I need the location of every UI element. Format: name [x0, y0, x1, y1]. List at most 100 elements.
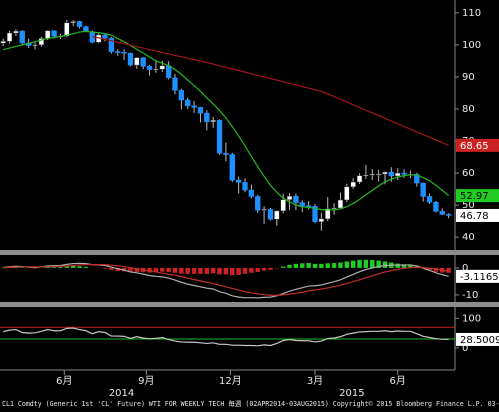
candle-body [293, 195, 299, 203]
panel-separator [0, 250, 499, 255]
candle-body [337, 199, 344, 209]
histogram-bar [210, 267, 216, 274]
candle-body [235, 179, 242, 183]
histogram-bar [280, 266, 286, 268]
indicator-line [3, 262, 449, 299]
indicator-line [3, 30, 450, 211]
histogram-bar [433, 267, 439, 272]
histogram-bar [255, 267, 260, 272]
histogram-bar [427, 267, 432, 271]
histogram-bar [325, 263, 330, 268]
candle-body [255, 196, 261, 211]
x-tick-label: 6月 [56, 375, 72, 387]
y-tick-label: -10 [462, 290, 478, 301]
histogram-bar [274, 267, 280, 269]
histogram-bar [128, 267, 133, 273]
candle-body [420, 182, 426, 197]
histogram-bar [223, 267, 229, 275]
candle-body [350, 181, 356, 188]
candle-body [331, 207, 337, 210]
candle-body [223, 152, 229, 155]
candle-body [318, 218, 325, 223]
histogram-bar [172, 267, 178, 273]
histogram-bar [58, 267, 63, 268]
candle-body [165, 65, 172, 79]
candle-body [197, 107, 204, 114]
histogram-bar [236, 267, 241, 275]
histogram-bar [350, 260, 356, 268]
histogram-bar [77, 266, 82, 268]
indicator-line [3, 327, 449, 347]
histogram-bar [51, 267, 57, 268]
candle-body [229, 154, 235, 181]
candle-body [344, 186, 350, 201]
candle-body [433, 201, 439, 212]
candle-body [204, 112, 210, 123]
candle-body [426, 196, 433, 203]
candle-body [261, 209, 267, 211]
histogram-bar [102, 267, 108, 269]
histogram-bar [357, 259, 362, 268]
histogram-bar [382, 261, 388, 268]
histogram-bar [401, 264, 407, 268]
histogram-bar [242, 267, 248, 274]
candle-body [274, 210, 280, 220]
candle-body [102, 34, 108, 39]
value-badge [456, 269, 499, 283]
candle-body [153, 68, 159, 71]
value-badge [456, 332, 499, 346]
candle-body [363, 174, 369, 177]
candle-body [178, 90, 185, 101]
candle-body [312, 206, 318, 223]
candle-body [140, 57, 146, 67]
histogram-bar [249, 267, 254, 273]
x-tick-label: 9月 [138, 375, 154, 387]
histogram-bar [338, 262, 343, 268]
x-tick-label: 6月 [390, 375, 406, 387]
candle-body [64, 22, 70, 37]
histogram-bar [134, 267, 140, 272]
candle-body [382, 171, 388, 175]
histogram-bar [198, 267, 203, 274]
footer: CL1 Comdty (Generic 1st 'CL' Future) WTI… [2, 399, 499, 408]
histogram-bar [160, 267, 165, 272]
histogram-bar [306, 263, 311, 268]
candle-body [146, 66, 153, 70]
candle-body [32, 44, 38, 47]
candle-body [242, 182, 248, 191]
value-badge-label: 28.5009 [460, 335, 499, 346]
value-badge-label: 52.97 [460, 191, 489, 202]
year-label: 2015 [339, 388, 364, 399]
candle-body [286, 195, 293, 200]
histogram-bar [261, 267, 267, 271]
histogram-bar [395, 263, 400, 268]
y-tick-label: 40 [462, 232, 475, 243]
y-tick-label: 100 [462, 313, 481, 324]
candle-body [325, 208, 331, 220]
histogram-bar [185, 267, 190, 274]
histogram-bar [287, 264, 292, 268]
histogram-bar [83, 266, 89, 268]
histogram-bar [70, 266, 76, 268]
candle-body [356, 175, 363, 183]
candle-body [38, 38, 45, 46]
candle-body [388, 171, 395, 177]
y-tick-label: 90 [462, 72, 475, 83]
candle-body [191, 105, 197, 108]
histogram-bar [408, 265, 413, 268]
histogram-bar [153, 267, 159, 273]
candle-body [185, 99, 191, 107]
histogram-bar [293, 263, 299, 268]
candle-body [439, 210, 445, 215]
histogram-bar [300, 263, 305, 268]
histogram-bar [32, 267, 38, 269]
candle-body [216, 119, 223, 154]
candle-body [45, 30, 51, 39]
indicator-line [3, 264, 449, 296]
year-label: 2014 [109, 388, 134, 399]
value-badge-label: -3.1165 [460, 272, 499, 283]
histogram-bar [331, 263, 337, 268]
candle-body [172, 77, 178, 91]
candle-body [369, 173, 375, 176]
